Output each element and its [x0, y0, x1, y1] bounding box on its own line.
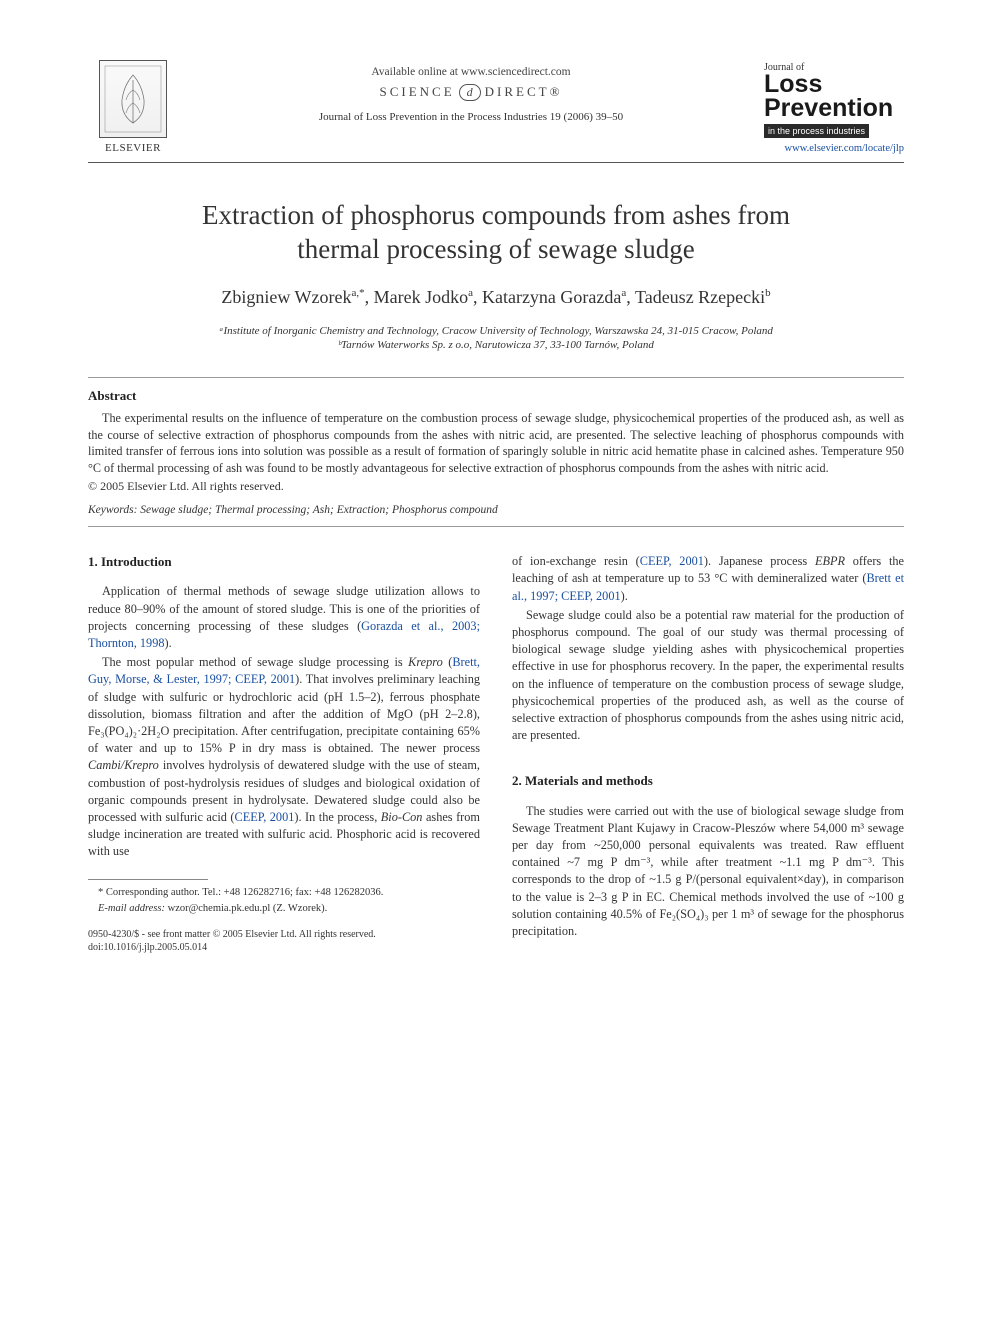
sec1-p1-b: ).: [165, 636, 172, 650]
sec1-p2-em1: Krepro: [408, 655, 443, 669]
sec1-p2-a: The most popular method of sewage sludge…: [102, 655, 408, 669]
sd-left: SCIENCE: [380, 84, 455, 99]
col2-para2: Sewage sludge could also be a potential …: [512, 607, 904, 745]
sd-right: DIRECT®: [485, 84, 563, 99]
keywords-text: Sewage sludge; Thermal processing; Ash; …: [137, 504, 497, 516]
author-2-sup: a: [468, 287, 473, 299]
author-4-sup: b: [765, 287, 771, 299]
sec2-para1: The studies were carried out with the us…: [512, 803, 904, 941]
elsevier-tree-icon: [99, 60, 167, 138]
footer-line1: 0950-4230/$ - see front matter © 2005 El…: [88, 928, 480, 941]
publisher-logo-block: ELSEVIER: [88, 60, 178, 154]
authors-line: Zbigniew Wzoreka,*, Marek Jodkoa, Katarz…: [88, 287, 904, 308]
availability-line: Available online at www.sciencedirect.co…: [178, 66, 764, 78]
header-rule: [88, 162, 904, 163]
section-2-heading: 2. Materials and methods: [512, 772, 904, 790]
rule-below-keywords: [88, 526, 904, 527]
sec1-p2-e: ). In the process,: [294, 810, 380, 824]
keywords-label: Keywords:: [88, 504, 137, 516]
footer-line2: doi:10.1016/j.jlp.2005.05.014: [88, 941, 480, 954]
affiliations: ᵃInstitute of Inorganic Chemistry and Te…: [88, 324, 904, 354]
affil-a: ᵃInstitute of Inorganic Chemistry and Te…: [88, 324, 904, 339]
col2-para1: of ion-exchange resin (CEEP, 2001). Japa…: [512, 553, 904, 605]
abstract-body: The experimental results on the influenc…: [88, 410, 904, 494]
author-1: Zbigniew Wzorek: [221, 287, 351, 307]
keywords-line: Keywords: Sewage sludge; Thermal process…: [88, 504, 904, 516]
title-line2: thermal processing of sewage sludge: [297, 234, 694, 264]
column-right: of ion-exchange resin (CEEP, 2001). Japa…: [512, 553, 904, 954]
footnote-corr: * Corresponding author. Tel.: +48 126282…: [88, 886, 480, 900]
title-line1: Extraction of phosphorus compounds from …: [202, 200, 790, 230]
column-left: 1. Introduction Application of thermal m…: [88, 553, 480, 954]
page-footer: 0950-4230/$ - see front matter © 2005 El…: [88, 928, 480, 954]
affil-b: ᵇTarnów Waterworks Sp. z o.o, Narutowicz…: [88, 338, 904, 353]
body-columns: 1. Introduction Application of thermal m…: [88, 553, 904, 954]
page-header: ELSEVIER Available online at www.science…: [88, 60, 904, 154]
footnote-email: wzor@chemia.pk.edu.pl (Z. Wzorek).: [165, 903, 327, 914]
journal-logo-line4: in the process industries: [764, 124, 869, 138]
col2-p1-d: ).: [621, 589, 628, 603]
journal-reference: Journal of Loss Prevention in the Proces…: [178, 111, 764, 123]
author-3: Katarzyna Gorazda: [482, 287, 621, 307]
sec1-p2-b: (: [443, 655, 453, 669]
sciencedirect-logo: SCIENCE d DIRECT®: [178, 84, 764, 101]
copyright-line: © 2005 Elsevier Ltd. All rights reserved…: [88, 478, 904, 494]
sec1-para2: The most popular method of sewage sludge…: [88, 654, 480, 860]
col2-p1-a: of ion-exchange resin (: [512, 554, 640, 568]
author-4: Tadeusz Rzepecki: [635, 287, 765, 307]
footnote-separator: [88, 879, 208, 880]
col2-p1-ref1[interactable]: CEEP, 2001: [640, 554, 704, 568]
journal-logo-line3: Prevention: [764, 97, 904, 121]
footnote-email-line: E-mail address: wzor@chemia.pk.edu.pl (Z…: [88, 902, 480, 916]
sec1-p2-em2: Cambi/Krepro: [88, 758, 159, 772]
elsevier-label: ELSEVIER: [105, 142, 161, 154]
journal-logo-block: Journal of Loss Prevention in the proces…: [764, 60, 904, 154]
rule-above-abstract: [88, 377, 904, 378]
journal-url[interactable]: www.elsevier.com/locate/jlp: [764, 143, 904, 154]
author-1-sup: a,*: [351, 287, 364, 299]
sec1-para1: Application of thermal methods of sewage…: [88, 583, 480, 652]
sec1-p2-em3: Bio-Con: [381, 810, 423, 824]
author-2: Marek Jodko: [374, 287, 468, 307]
corresponding-author-footnote: * Corresponding author. Tel.: +48 126282…: [88, 886, 480, 916]
footnote-email-label: E-mail address:: [98, 903, 165, 914]
sd-at-icon: d: [459, 84, 481, 101]
sec1-p2-ref2[interactable]: CEEP, 2001: [235, 810, 295, 824]
author-3-sup: a: [621, 287, 626, 299]
article-title: Extraction of phosphorus compounds from …: [88, 199, 904, 267]
section-1-heading: 1. Introduction: [88, 553, 480, 571]
abstract-heading: Abstract: [88, 388, 904, 404]
abstract-text: The experimental results on the influenc…: [88, 410, 904, 476]
col2-p1-b: ). Japanese process: [704, 554, 815, 568]
col2-p1-em: EBPR: [815, 554, 845, 568]
header-center: Available online at www.sciencedirect.co…: [178, 60, 764, 123]
